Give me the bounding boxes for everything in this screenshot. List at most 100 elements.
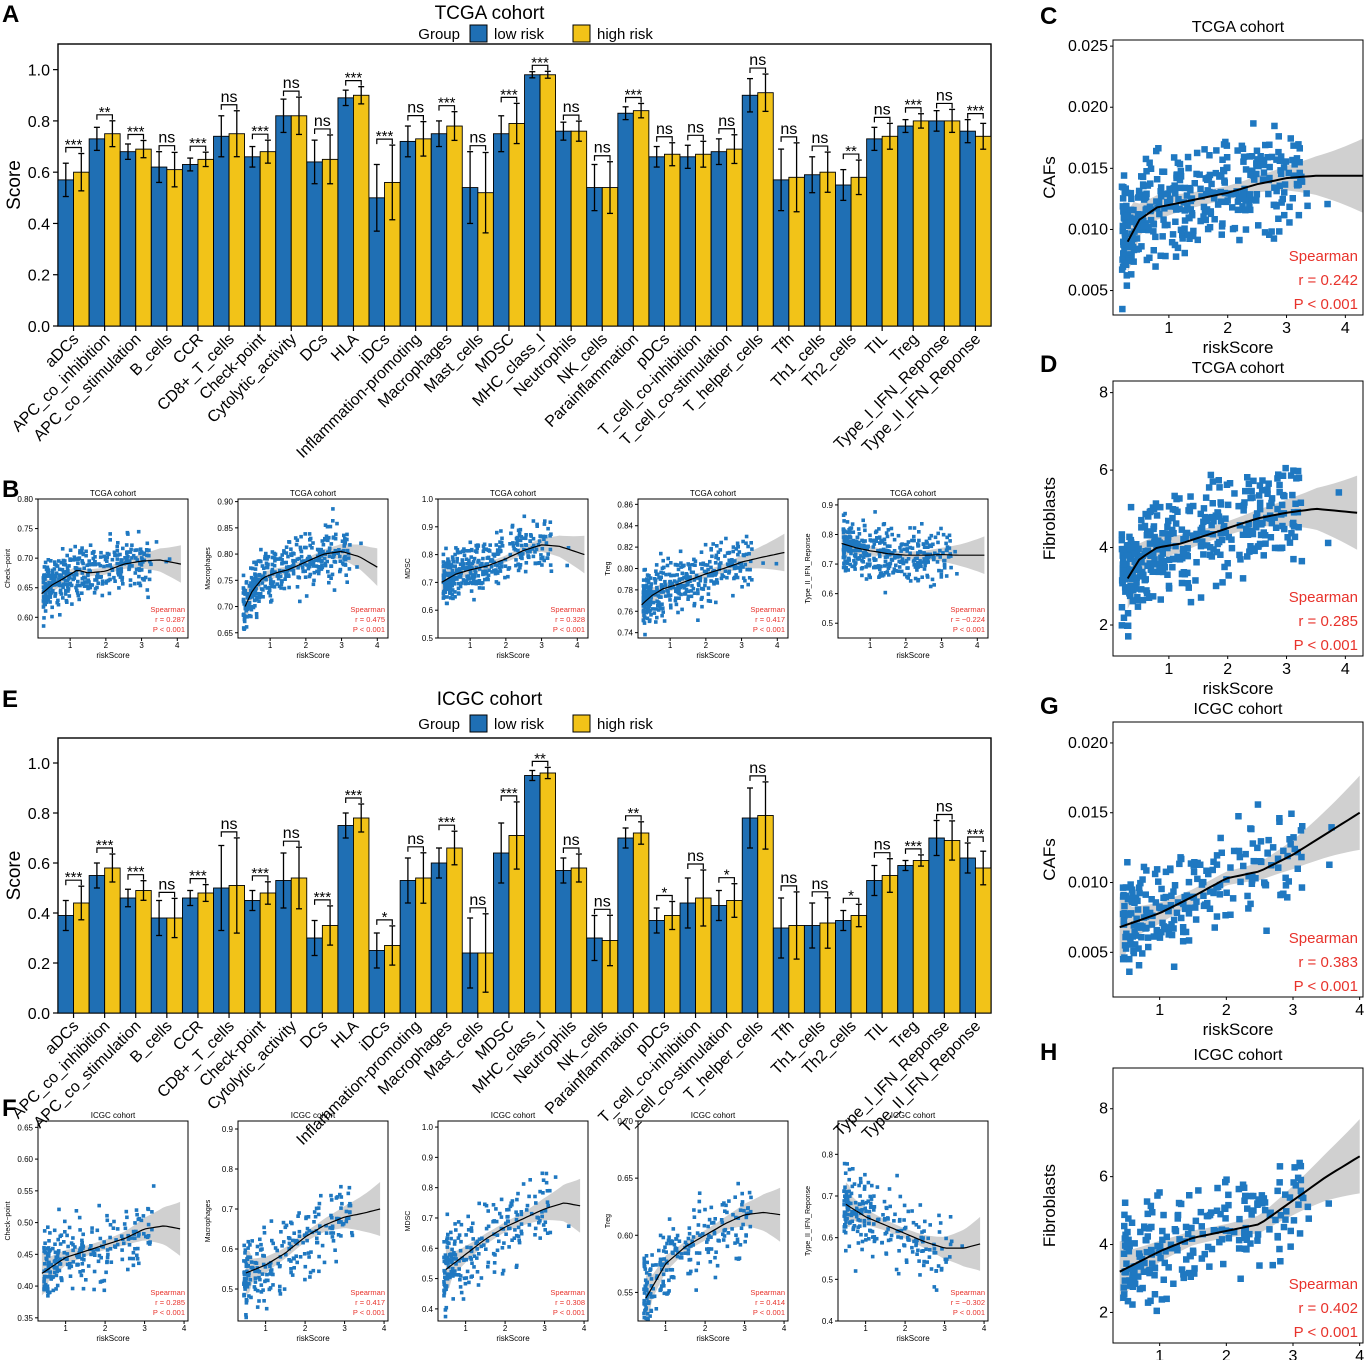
data-point — [944, 574, 949, 578]
plot-area — [242, 1182, 381, 1320]
data-point — [844, 1220, 848, 1224]
data-point — [549, 569, 554, 573]
data-point — [686, 562, 690, 566]
plot-title: TCGA cohort — [290, 489, 337, 498]
data-point — [1275, 215, 1282, 222]
data-point — [338, 559, 343, 563]
data-point — [245, 1264, 250, 1268]
data-point — [1247, 543, 1254, 550]
stat-r: r = −0.224 — [951, 615, 985, 624]
significance-bracket — [687, 134, 704, 141]
data-point — [309, 1250, 313, 1254]
data-point — [57, 583, 62, 588]
data-point — [894, 1267, 899, 1272]
data-point — [447, 559, 451, 564]
data-point — [256, 591, 261, 596]
data-point — [885, 544, 890, 548]
data-point — [99, 1255, 103, 1260]
data-point — [450, 555, 455, 559]
data-point — [445, 1238, 449, 1242]
data-point — [1167, 530, 1174, 537]
data-point — [121, 546, 125, 551]
data-point — [454, 1262, 458, 1266]
data-point — [1123, 189, 1131, 197]
data-point — [81, 1286, 86, 1291]
data-point — [444, 1284, 449, 1288]
x-axis-label: riskScore — [296, 651, 330, 660]
data-point — [448, 591, 452, 595]
data-point — [316, 1206, 321, 1210]
data-point — [941, 532, 946, 537]
data-point — [450, 592, 455, 597]
data-point — [457, 1259, 461, 1263]
data-point — [700, 566, 704, 571]
data-point — [118, 552, 122, 557]
significance-bracket — [158, 145, 176, 151]
x-tick-label: 2 — [904, 641, 909, 650]
data-point — [1192, 577, 1199, 584]
data-point — [902, 547, 906, 552]
data-point — [686, 594, 691, 599]
data-point — [1129, 231, 1136, 239]
data-point — [65, 553, 69, 558]
data-point — [879, 571, 884, 575]
data-point — [328, 524, 333, 529]
data-point — [675, 1233, 680, 1238]
data-point — [102, 1240, 106, 1244]
data-point — [276, 576, 281, 581]
data-point — [1156, 210, 1163, 218]
data-point — [1220, 141, 1228, 148]
data-point — [531, 554, 536, 559]
data-point — [710, 554, 714, 559]
data-point — [657, 1248, 661, 1253]
data-point — [315, 569, 319, 574]
data-point — [45, 585, 50, 589]
stat-p: P < 0.001 — [1294, 637, 1358, 654]
data-point — [80, 576, 85, 581]
data-point — [465, 1245, 469, 1250]
data-point — [43, 1241, 47, 1245]
data-point — [874, 565, 879, 570]
data-point — [494, 568, 498, 572]
x-tick-label: 2 — [504, 641, 509, 650]
data-point — [249, 607, 254, 612]
data-point — [650, 1295, 655, 1299]
data-point — [1265, 190, 1272, 198]
data-point — [134, 1208, 139, 1212]
data-point — [860, 558, 864, 563]
data-point — [525, 550, 530, 554]
data-point — [469, 1229, 474, 1233]
x-tick-label: 2 — [104, 641, 109, 650]
data-point — [265, 586, 269, 590]
significance-label: ns — [936, 799, 953, 816]
y-tick-label: 0.4 — [822, 1317, 834, 1326]
x-tick-label: 1 — [1164, 320, 1173, 337]
data-point — [120, 1257, 125, 1262]
stat-r: r = −0.302 — [951, 1298, 985, 1307]
data-point — [66, 587, 71, 591]
data-point — [921, 1236, 925, 1240]
data-point — [329, 1198, 334, 1202]
data-point — [106, 1252, 110, 1257]
data-point — [47, 1249, 52, 1253]
data-point — [1149, 568, 1156, 575]
data-point — [282, 1287, 287, 1291]
y-tick-label: 0.90 — [217, 498, 233, 507]
data-point — [862, 543, 866, 548]
data-point — [1123, 202, 1130, 210]
data-point — [938, 1221, 943, 1225]
data-point — [455, 556, 459, 561]
data-point — [150, 1227, 154, 1232]
data-point — [43, 590, 47, 594]
bar-low-risk — [524, 775, 541, 1014]
data-point — [1206, 152, 1213, 159]
data-point — [303, 575, 308, 579]
data-point — [136, 1217, 141, 1222]
data-point — [919, 1235, 923, 1240]
data-point — [443, 1308, 448, 1312]
data-point — [692, 603, 696, 608]
data-point — [330, 1226, 335, 1230]
data-point — [1132, 585, 1139, 592]
data-point — [444, 1305, 449, 1310]
